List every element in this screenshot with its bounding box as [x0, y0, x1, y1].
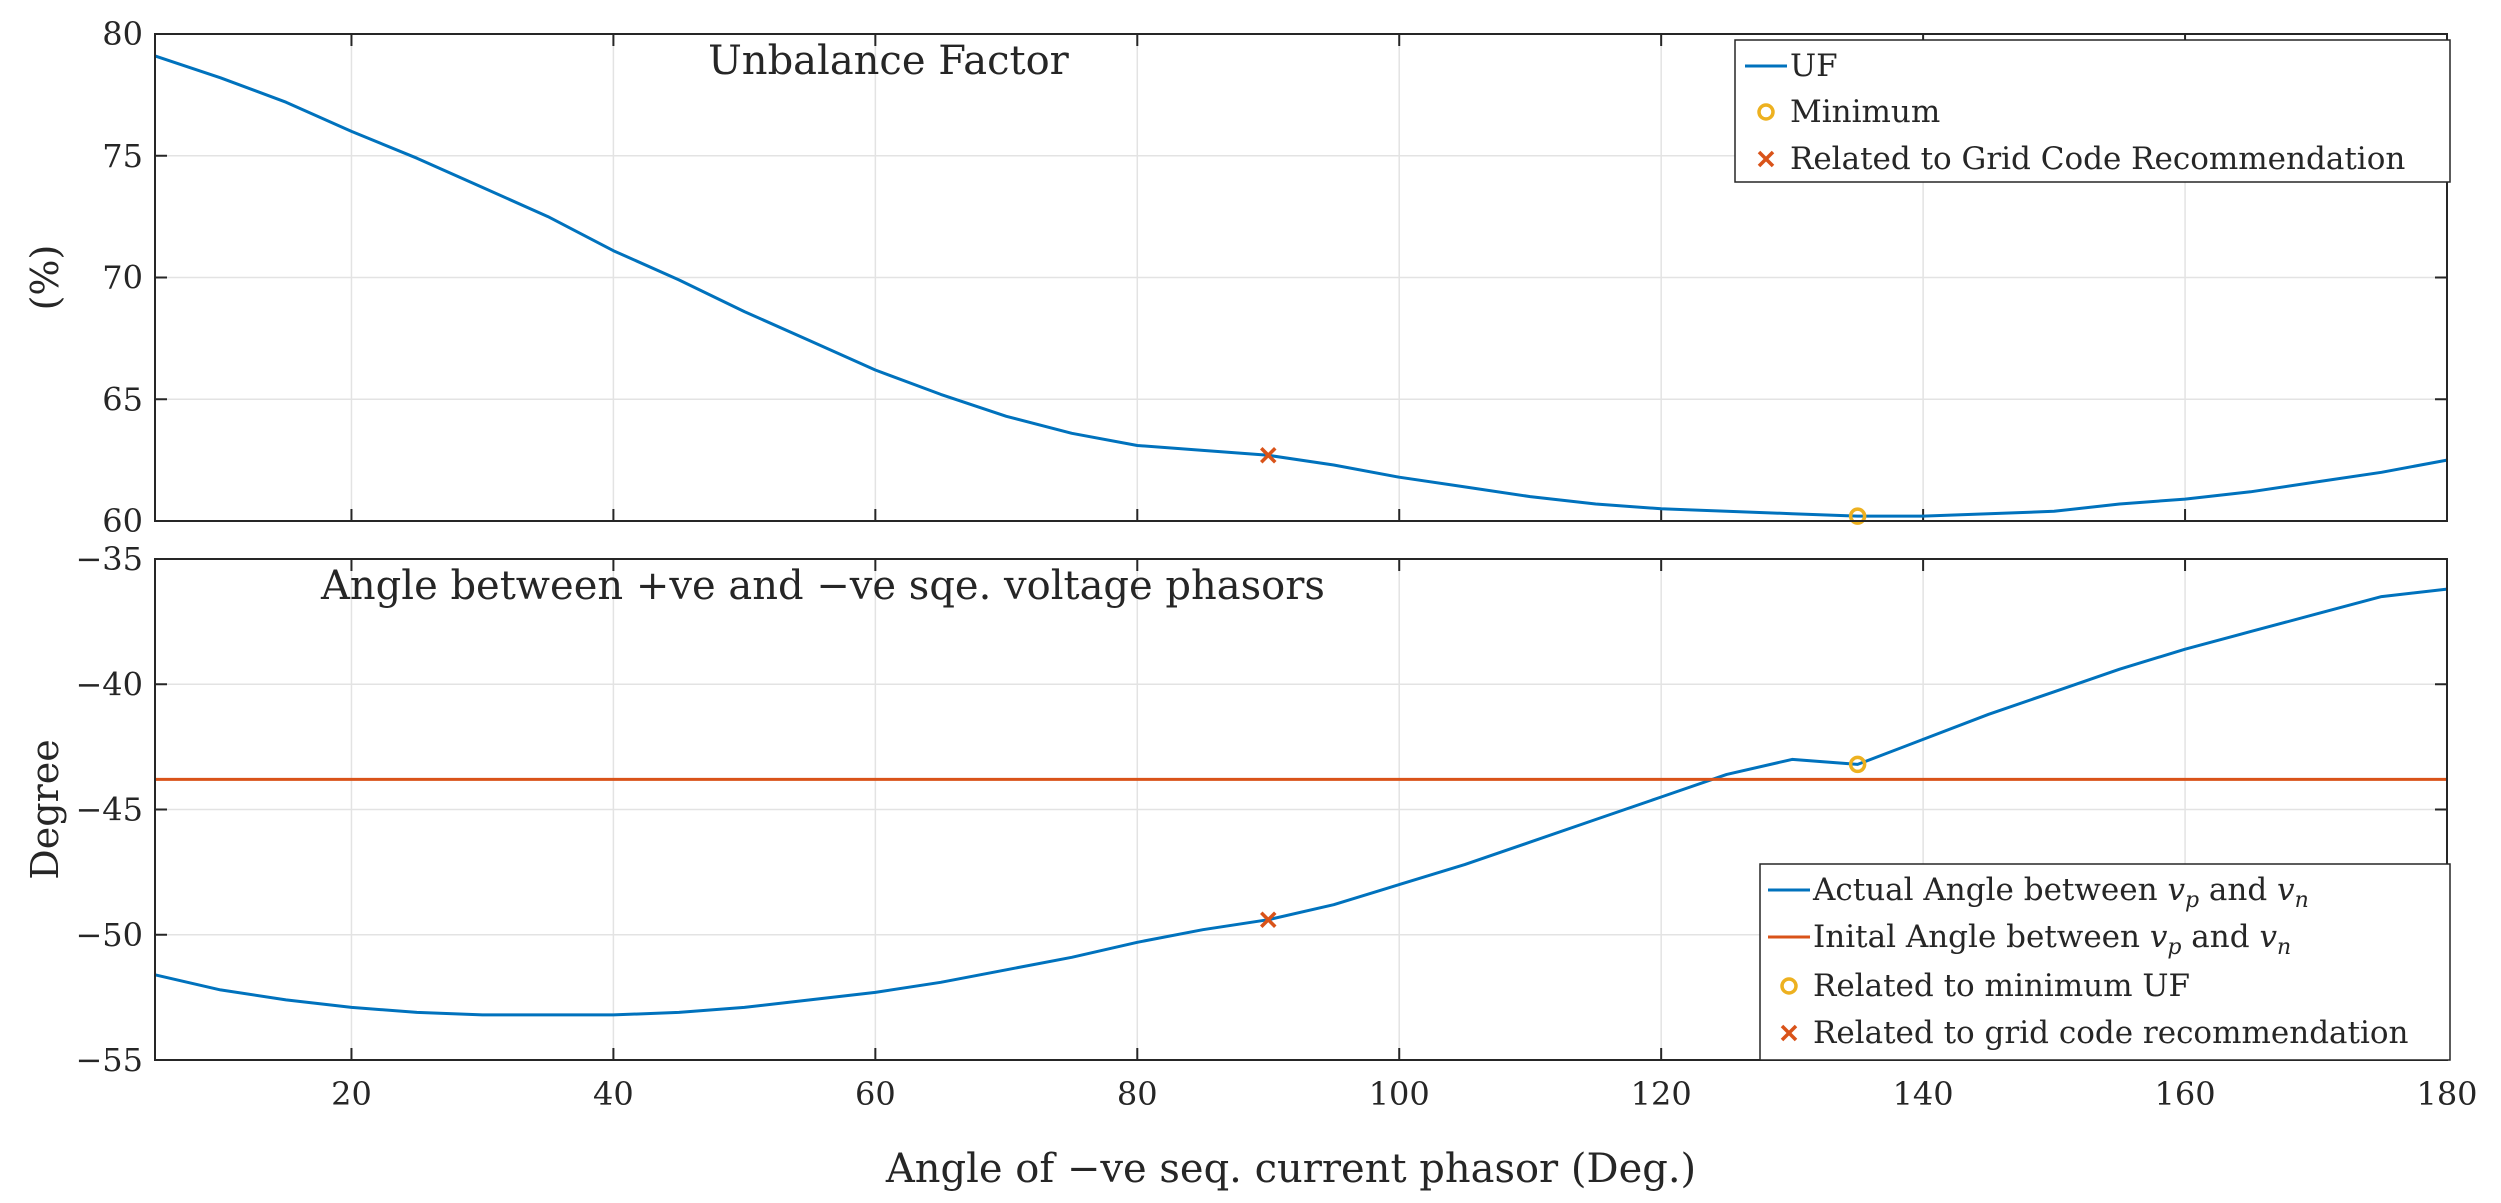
uf-y-label: (%) [23, 245, 67, 311]
marker-circle [1848, 755, 1867, 774]
marker-cross [1260, 447, 1277, 464]
y-tick-label: 60 [102, 502, 143, 540]
angle-legend-grid: Related to grid code recommendation [1813, 1015, 2409, 1051]
v-p-symbol: v [2167, 872, 2185, 908]
series-line [154, 54, 2448, 518]
y-tick-label: 75 [102, 137, 143, 175]
uf-legend-grid: Related to Grid Code Recommendation [1790, 141, 2405, 177]
y-tick-label: 80 [102, 15, 143, 53]
uf-legend-uf: UF [1790, 48, 1838, 84]
y-tick-label: −35 [75, 540, 143, 578]
y-tick-label: −40 [75, 665, 143, 703]
p-subscript: p [2185, 888, 2199, 913]
and-text: and [2199, 872, 2277, 908]
y-tick-label: 70 [102, 259, 143, 297]
and-text-2: and [2181, 919, 2259, 955]
angle-legend-initial: Inital Angle between vp and vn [1813, 919, 2291, 960]
v-p-symbol-2: v [2150, 919, 2168, 955]
marker-cross [1260, 911, 1277, 928]
angle-legend-actual: Actual Angle between vp and vn [1812, 872, 2309, 913]
angle-legend: Actual Angle between vp and vn Inital An… [1759, 863, 2451, 1061]
x-tick-label: 160 [2155, 1075, 2216, 1113]
angle-y-ticks: −55 −50 −45 −40 −35 [75, 540, 143, 1079]
x-tick-label: 80 [1117, 1075, 1158, 1113]
angle-axes-frame [154, 558, 2448, 1061]
angle-legend-actual-prefix: Actual Angle between [1812, 872, 2167, 908]
uf-y-ticks: 60 65 70 75 80 [102, 15, 143, 540]
p-subscript-2: p [2167, 935, 2181, 960]
y-tick-label: −45 [75, 791, 143, 829]
v-n-symbol-2: v [2259, 919, 2277, 955]
angle-legend-initial-prefix: Inital Angle between [1813, 919, 2150, 955]
x-tick-label: 40 [593, 1075, 634, 1113]
angle-x-ticks: 20 40 60 80 100 120 140 160 180 [331, 1075, 2477, 1113]
x-tick-label: 180 [2416, 1075, 2477, 1113]
x-tick-label: 60 [855, 1075, 896, 1113]
uf-series [154, 54, 2448, 525]
angle-legend-box [1759, 863, 2451, 1061]
uf-title: Unbalance Factor [708, 38, 1070, 84]
angle-legend-circle-swatch [1780, 977, 1798, 995]
y-tick-label: −50 [75, 916, 143, 954]
uf-legend-box [1734, 39, 2451, 183]
x-tick-label: 100 [1369, 1075, 1430, 1113]
series-line [154, 587, 2448, 1017]
x-axis-label: Angle of −ve seq. current phasor (Deg.) [885, 1146, 1696, 1192]
n-subscript-2: n [2277, 935, 2291, 960]
n-subscript: n [2295, 888, 2309, 913]
angle-legend-min-uf: Related to minimum UF [1813, 968, 2190, 1004]
x-tick-label: 20 [331, 1075, 372, 1113]
angle-title: Angle between +ve and −ve sqe. voltage p… [320, 563, 1325, 609]
uf-legend-minimum: Minimum [1790, 94, 1940, 130]
uf-legend-cross-swatch [1757, 150, 1775, 168]
uf-legend: UF Minimum Related to Grid Code Recommen… [1734, 39, 2451, 183]
v-n-symbol: v [2277, 872, 2295, 908]
angle-legend-cross-swatch [1780, 1024, 1798, 1042]
angle-series [154, 587, 2448, 1017]
angle-y-label: Degree [23, 739, 67, 879]
y-tick-label: 65 [102, 380, 143, 418]
x-tick-label: 120 [1631, 1075, 1692, 1113]
uf-axes-frame [154, 33, 2448, 522]
x-tick-label: 140 [1893, 1075, 1954, 1113]
angle-panel: −55−50−45−40−35 20 40 60 80 100 120 140 160 180 … [23, 540, 2478, 1192]
marker-circle [1848, 507, 1867, 525]
y-tick-label: −55 [75, 1041, 143, 1079]
uf-legend-circle-swatch [1757, 103, 1775, 121]
